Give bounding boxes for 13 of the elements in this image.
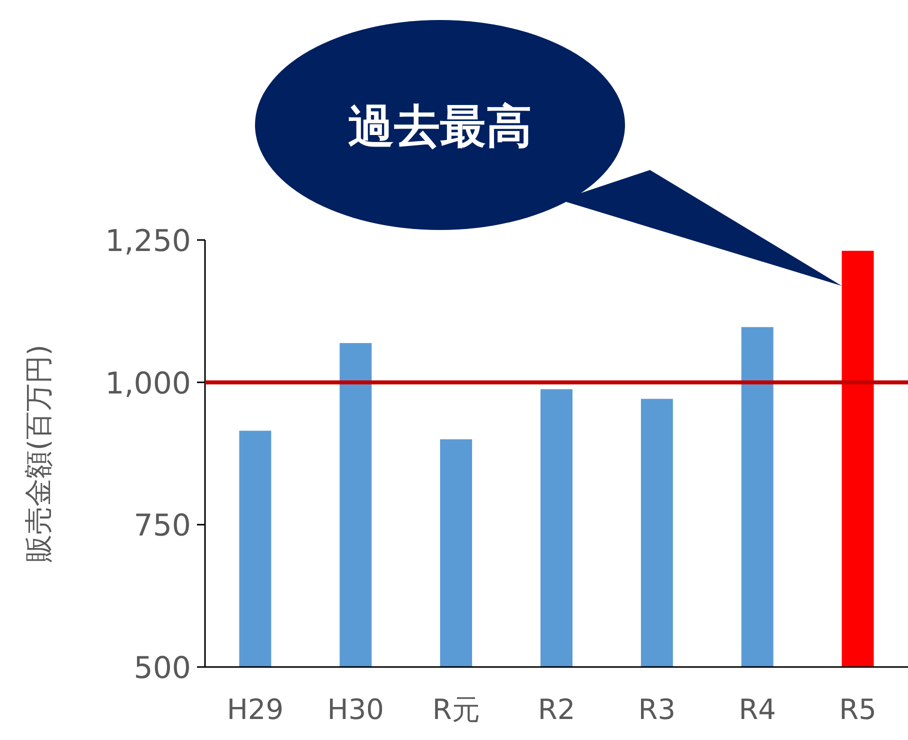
y-tick-label: 1,250 [105,224,191,259]
text: 過去最高 [348,99,532,153]
x-tick-label: R2 [538,693,576,726]
y-tick-label: 500 [134,651,191,686]
y-tick-label: 1,000 [105,366,191,402]
x-tick-label: H29 [226,693,284,726]
x-tick-label: R5 [839,693,876,726]
y-axis-title: 販売金額(百万円) [22,344,55,562]
x-tick-label: R元 [432,693,480,726]
x-tick-label: R3 [638,693,676,726]
y-tick-label: 750 [134,508,191,544]
x-tick-label: R4 [738,693,776,726]
x-tick-label: H30 [327,693,384,726]
